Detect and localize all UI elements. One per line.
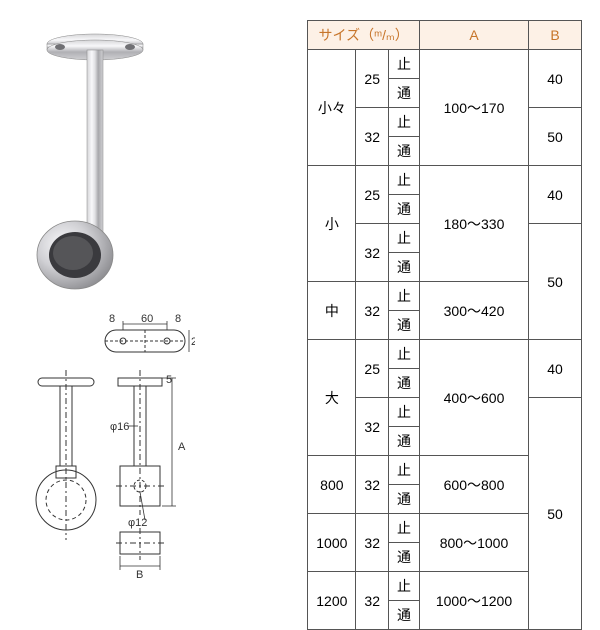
svg-text:60: 60 [141,313,153,325]
product-illustration [30,30,160,290]
svg-text:25: 25 [191,336,195,348]
type-cell: 止 [389,50,420,79]
svg-text:5: 5 [166,374,172,386]
svg-text:B: B [136,569,143,580]
svg-text:8: 8 [109,313,115,325]
header-b: B [529,21,582,50]
header-size: サイズ（ᵐ/ₘ） [308,21,420,50]
spec-table: サイズ（ᵐ/ₘ） A B 小々 25 止 100～170 40 通 32 止 5… [307,20,582,630]
svg-text:φ16: φ16 [110,421,129,433]
diagram-top-view: 60 8 8 25 [95,310,195,360]
a-cell: 100～170 [420,50,529,166]
svg-text:8: 8 [175,313,181,325]
sub-cell: 25 [356,50,389,108]
b-cell: 40 [529,50,582,108]
header-a: A [420,21,529,50]
diagram-side-view: 5 φ16 φ12 A B [30,370,210,580]
svg-text:A: A [178,441,186,453]
size-cell: 小々 [308,50,356,166]
